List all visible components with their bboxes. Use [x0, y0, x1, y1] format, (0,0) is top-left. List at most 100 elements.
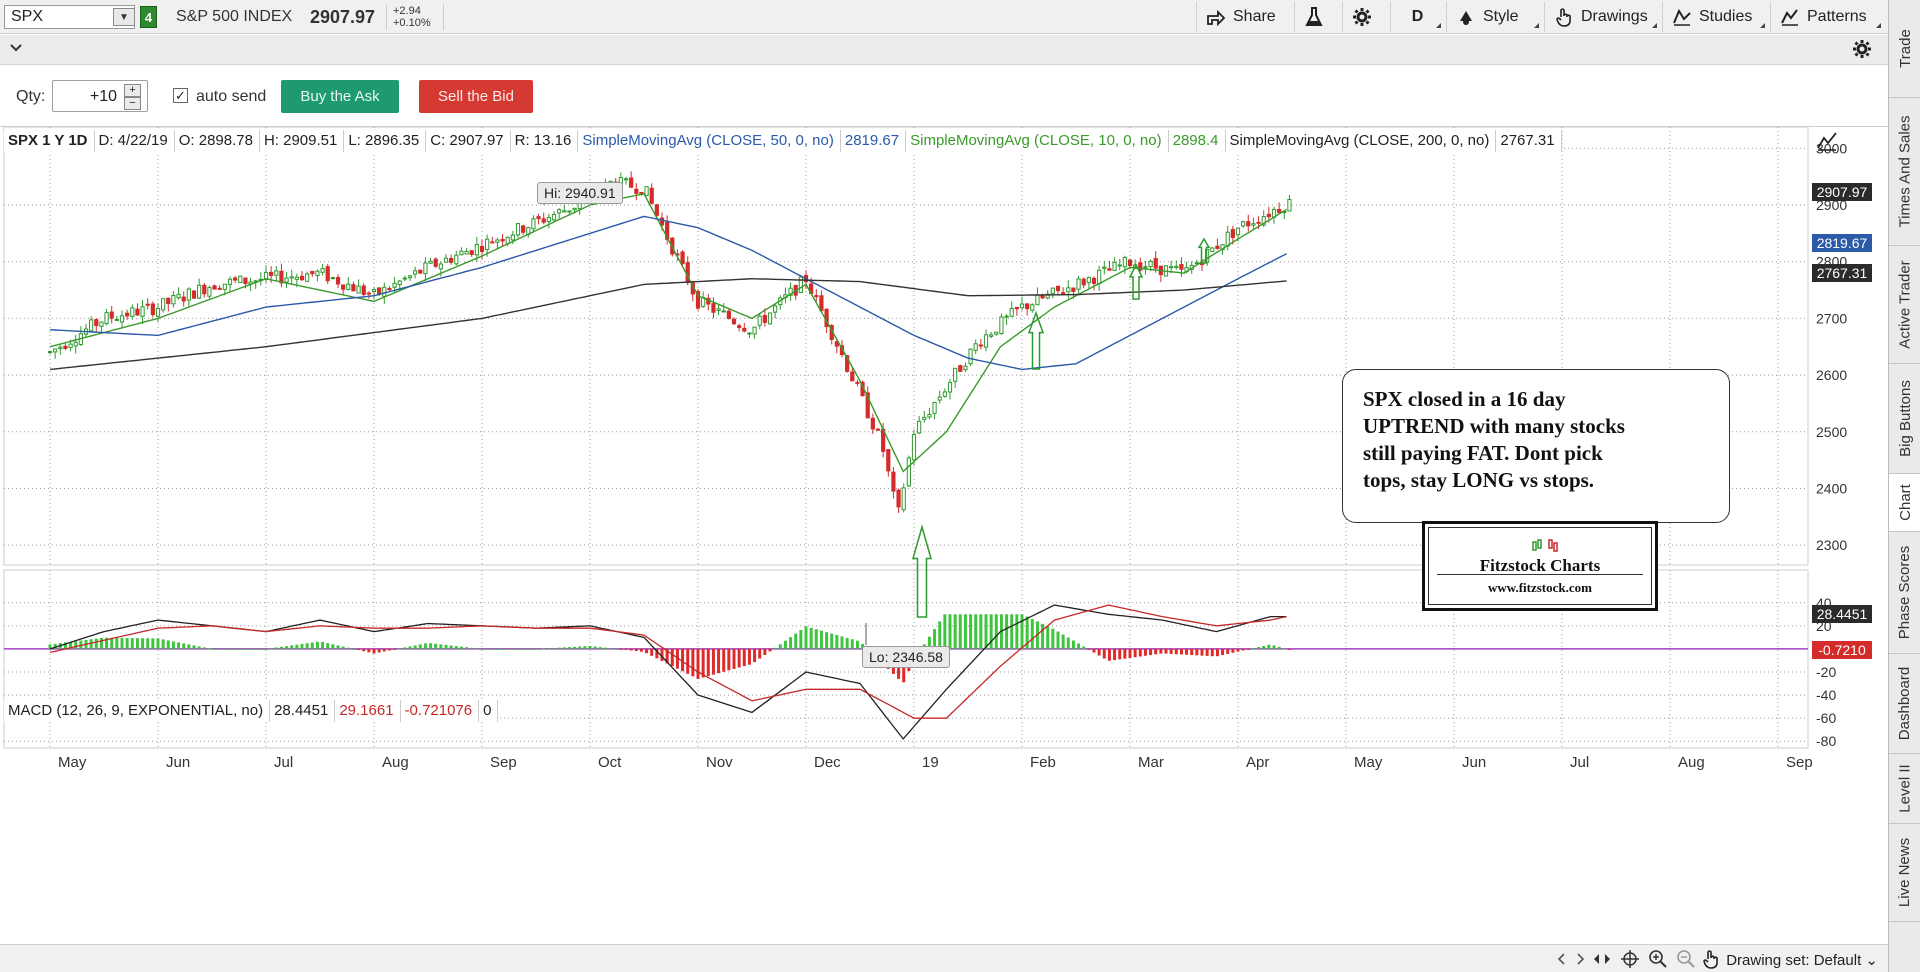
candle-body — [207, 286, 212, 297]
sma50-label[interactable]: SimpleMovingAvg (CLOSE, 50, 0, no) — [578, 130, 841, 152]
macd-histogram-bar — [99, 637, 103, 649]
macd-histogram-bar — [1097, 648, 1101, 656]
macd-histogram-bar — [1164, 648, 1168, 654]
macd-histogram-bar — [279, 646, 283, 649]
side-tab-chart[interactable]: Chart — [1889, 474, 1920, 532]
macd-histogram-bar — [285, 646, 289, 649]
drawings-button[interactable]: Drawings — [1544, 2, 1660, 32]
candle-body — [1066, 287, 1071, 293]
sell-the-bid-button[interactable]: Sell the Bid — [419, 80, 533, 113]
qty-increment-button[interactable]: + — [124, 84, 141, 97]
chart-settings-button[interactable] — [1342, 2, 1388, 32]
macd-histogram-bar — [994, 614, 998, 649]
macd-histogram-bar — [1056, 631, 1060, 649]
aggregation-button[interactable]: D — [1390, 2, 1444, 32]
macd-histogram-bar — [778, 644, 782, 649]
symbol-link-badge[interactable]: 4 — [140, 6, 157, 28]
macd-label[interactable]: MACD (12, 26, 9, EXPONENTIAL, no) — [4, 700, 271, 722]
flask-button[interactable] — [1294, 2, 1340, 32]
qty-decrement-button[interactable]: − — [124, 97, 141, 110]
candle-body — [243, 277, 248, 285]
sma10-label[interactable]: SimpleMovingAvg (CLOSE, 10, 0, no) — [906, 130, 1169, 152]
candle-body — [726, 310, 731, 319]
side-tab-big-buttons[interactable]: Big Buttons — [1889, 364, 1920, 474]
macd-diff-value: -0.721076 — [400, 700, 480, 722]
side-tab-times-and-sales[interactable]: Times And Sales — [1889, 98, 1920, 246]
expand-time-icon[interactable] — [1592, 949, 1612, 969]
macd-histogram-bar — [819, 630, 823, 649]
candle-body — [1127, 259, 1133, 267]
macd-histogram-bar — [1015, 614, 1019, 649]
patterns-button[interactable]: Patterns — [1770, 2, 1884, 32]
drawings-label: Drawings — [1581, 8, 1648, 25]
candle-body — [531, 218, 536, 230]
macd-histogram-bar — [480, 648, 484, 650]
candle-body — [341, 284, 346, 290]
month-tick-label: May — [1354, 754, 1383, 771]
macd-histogram-bar — [686, 648, 690, 674]
qty-label: Qty: — [16, 88, 46, 105]
candle-body — [886, 449, 891, 472]
candle-body — [387, 288, 392, 291]
candle-body — [649, 187, 654, 204]
chart-style-toggle-icon[interactable] — [1816, 130, 1838, 152]
macd-histogram-bar — [1066, 637, 1070, 649]
chart-symbol-label[interactable]: SPX 1 Y 1D — [4, 130, 95, 152]
candle-body — [176, 293, 181, 299]
side-tab-phase-scores[interactable]: Phase Scores — [1889, 532, 1920, 654]
price-tick-label: 2500 — [1816, 424, 1847, 440]
macd-histogram-bar — [665, 648, 669, 664]
macd-histogram-bar — [1179, 648, 1183, 655]
side-tab-level-ii[interactable]: Level II — [1889, 754, 1920, 824]
candle-body — [140, 306, 145, 317]
qty-value[interactable]: +10 — [89, 88, 117, 105]
candle-body — [536, 216, 541, 220]
symbol-dropdown-button[interactable]: ▼ — [113, 8, 135, 26]
scroll-right-icon[interactable] — [1570, 949, 1590, 969]
macd-histogram-bar — [274, 647, 278, 649]
sma200-price-badge: 2767.31 — [1812, 264, 1872, 282]
side-tab-active-trader[interactable]: Active Trader — [1889, 246, 1920, 364]
symbol-input[interactable]: SPX ▼ — [4, 5, 135, 29]
drawing-set-selector[interactable]: Drawing set: Default ⌄ — [1726, 952, 1878, 969]
side-tab-trade[interactable]: Trade — [1889, 0, 1920, 98]
candle-body — [994, 331, 999, 335]
candle-body — [315, 270, 320, 276]
qty-stepper[interactable]: +10 + − — [52, 80, 148, 112]
side-tab-dashboard[interactable]: Dashboard — [1889, 654, 1920, 754]
macd-histogram-bar — [228, 648, 232, 650]
candle-body — [274, 270, 279, 276]
macd-histogram-bar — [321, 641, 325, 649]
candle-body — [1215, 245, 1220, 249]
side-tab-live-news[interactable]: Live News — [1889, 824, 1920, 922]
macd-histogram-bar — [963, 614, 967, 649]
zoom-in-icon[interactable] — [1648, 949, 1668, 969]
studies-button[interactable]: Studies — [1662, 2, 1768, 32]
candle-body — [125, 312, 130, 317]
auto-send-checkbox[interactable]: ✓ — [173, 88, 188, 103]
macd-histogram-bar — [74, 641, 78, 649]
macd-histogram-bar — [958, 614, 962, 649]
logo-url: www.fitzstock.com — [1488, 580, 1592, 595]
style-button[interactable]: Style — [1446, 2, 1542, 32]
share-button[interactable]: Share — [1196, 2, 1292, 32]
candle-body — [875, 428, 881, 431]
candle-body — [68, 343, 73, 348]
chevron-down-icon[interactable] — [10, 41, 22, 56]
macd-histogram-bar — [259, 648, 263, 650]
gear-icon[interactable] — [1852, 39, 1872, 64]
macd-histogram-bar — [1251, 648, 1255, 650]
candle-body — [479, 245, 485, 252]
zoom-out-icon[interactable] — [1676, 949, 1696, 969]
chart-panel[interactable]: May Jun Jul Aug Sep Oct Nov Dec 19 Feb Mar Apr May Ju… — [0, 126, 1888, 972]
pan-hand-icon[interactable] — [1702, 949, 1722, 969]
sma200-label[interactable]: SimpleMovingAvg (CLOSE, 200, 0, no) — [1225, 130, 1497, 152]
scroll-left-icon[interactable] — [1552, 949, 1572, 969]
macd-histogram-bar — [243, 648, 247, 650]
crosshair-icon[interactable] — [1620, 949, 1640, 969]
sma200-value: 2767.31 — [1496, 130, 1562, 152]
candle-body — [747, 332, 752, 335]
chart-subbar — [0, 35, 1888, 65]
buy-the-ask-button[interactable]: Buy the Ask — [281, 80, 399, 113]
macd-histogram-bar — [773, 647, 777, 649]
